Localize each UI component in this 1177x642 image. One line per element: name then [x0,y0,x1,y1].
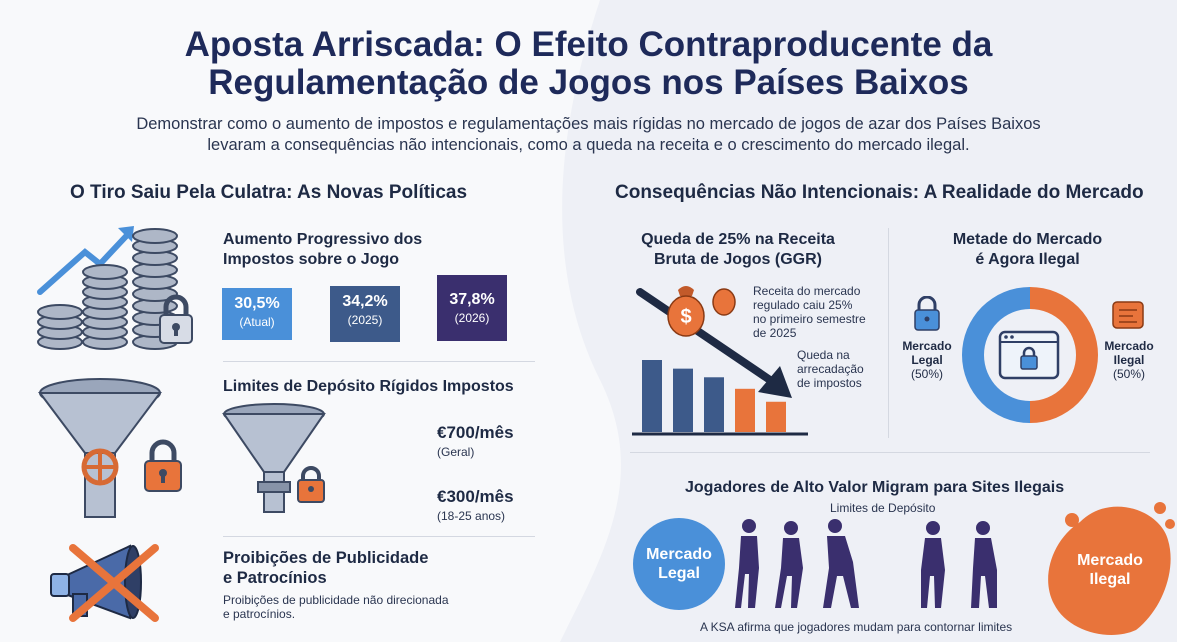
market-title: Metade do Mercado é Agora Ilegal [915,230,1140,270]
limit-general-value: €700/mês [437,423,514,442]
illegal-label-line-1: Mercado [1104,339,1154,353]
decline-arrow-shaft [636,288,774,384]
revenue-bar-3 [704,377,724,432]
funnel-lock-icon [222,403,326,513]
ads-desc-line-2: e patrocínios. [223,607,296,621]
limit-general: €700/mês (Geral) [437,423,514,459]
limit-youth-label: (18-25 anos) [437,509,506,523]
tax-value-current: 30,5% [234,295,280,312]
coins-growth-icon [37,226,193,350]
migration-limits-label: Limites de Depósito [830,501,936,515]
market-title-line-1: Metade do Mercado [952,231,1103,248]
migration-title: Jogadores de Alto Valor Migram para Site… [685,479,1065,496]
migration-footnote: A KSA afirma que jogadores mudam para co… [700,620,1013,634]
right-divider [630,452,1150,453]
legal-pct: (50%) [910,367,943,381]
limit-general-label: (Geral) [437,445,475,459]
revenue-bar-2 [673,368,693,432]
tax-value-2025: 34,2% [342,293,388,310]
megaphone-ban-icon [50,544,159,622]
migration-illegal-line-1: Mercado [1077,552,1143,569]
revenue-bar-1 [642,360,662,432]
right-section-heading: Consequências Não Intencionais: A Realid… [615,182,1144,203]
walking-people-icon [735,519,997,608]
browser-lock-icon [1020,346,1038,370]
left-divider-1 [223,361,535,362]
revenue-note: Receita do mercado regulado caiu 25% no … [753,284,866,340]
browser-window-icon [998,330,1060,380]
tax-label-2025: (2025) [347,313,383,327]
revenue-arrow-note: Queda na arrecadação de impostos [797,348,864,390]
revenue-note-line-1: Receita do mercado [753,284,861,298]
donut-slice-legal [962,287,1030,423]
ads-desc-line-1: Proibições de publicidade não direcionad… [223,593,449,607]
migration-legal-line-2: Legal [658,565,700,582]
illegal-label-line-2: Ilegal [1113,353,1145,367]
revenue-bar-chart: $ [632,286,808,436]
revenue-note-line-2: regulado caiu 25% [753,298,853,312]
illegal-pct: (50%) [1112,367,1145,381]
arrow-note-line-3: de impostos [797,376,862,390]
revenue-note-line-3: no primeiro semestre [753,312,866,326]
arrow-note-line-1: Queda na [797,348,850,362]
revenue-title-line-2: Bruta de Jogos (GGR) [653,251,822,268]
revenue-note-line-4: de 2025 [753,326,797,340]
left-divider-2 [223,536,535,537]
tax-label-2026: (2026) [454,311,490,325]
money-bag-icon: $ [667,286,705,337]
revenue-bar-5 [766,401,786,432]
legal-label-line-2: Legal [911,353,943,367]
subtitle-line-1: Demonstrar como o aumento de impostos e … [136,115,1041,133]
funnel-valve-icon [38,378,182,518]
market-donut-chart [962,287,1098,423]
tax-box-current: 30,5% (Atual) [222,288,292,340]
legal-market-label: Mercado Legal (50%) [893,339,961,381]
limit-youth-value: €300/mês [437,487,514,506]
arrow-note-line-2: arrecadação [797,362,864,376]
page-subtitle: Demonstrar como o aumento de impostos e … [40,114,1137,156]
limits-title: Limites de Depósito Rígidos Impostos [223,378,514,395]
migration-legal-line-1: Mercado [646,546,712,563]
tax-box-2025: 34,2% (2025) [330,286,400,342]
tax-value-2026: 37,8% [449,291,495,308]
svg-text:$: $ [680,306,691,328]
page-title: Aposta Arriscada: O Efeito Contraproduce… [0,26,1177,102]
revenue-bar-4 [735,388,755,432]
subtitle-line-2: levaram a consequências não intencionais… [207,136,970,154]
limit-youth: €300/mês (18-25 anos) [437,487,514,523]
illegal-market-label: Mercado Ilegal (50%) [1095,339,1163,381]
title-line-1: Aposta Arriscada: O Efeito Contraproduce… [184,25,993,64]
ads-description: Proibições de publicidade não direcionad… [223,593,449,621]
taxes-title-line-1: Aumento Progressivo dos [223,231,423,248]
taxes-title-line-2: Impostos sobre o Jogo [223,251,400,268]
market-title-line-2: é Agora Ilegal [975,251,1080,268]
ads-title-line-1: Proibições de Publicidade [223,549,429,567]
taxes-title: Aumento Progressivo dos Impostos sobre o… [223,230,422,270]
illegal-broken-lock-icon [1112,301,1144,329]
left-section-heading: O Tiro Saiu Pela Culatra: As Novas Polít… [70,182,468,203]
migration-illegal-line-2: Ilegal [1089,571,1131,588]
legal-lock-icon [914,296,940,331]
tax-box-2026: 37,8% (2026) [437,275,507,341]
donut-slice-illegal [1030,287,1098,423]
title-line-2: Regulamentação de Jogos nos Países Baixo… [208,63,969,102]
tax-label-current: (Atual) [239,315,275,329]
revenue-title: Queda de 25% na Receita Bruta de Jogos (… [633,230,843,270]
legal-label-line-1: Mercado [902,339,952,353]
decline-arrow-head [758,366,792,398]
illegal-market-circle-label: Mercado Ilegal [1060,535,1160,605]
illegal-market-splash [1048,502,1175,635]
legal-market-circle: Mercado Legal [633,518,725,610]
ads-title-line-2: e Patrocínios [223,569,327,587]
ads-title: Proibições de Publicidade e Patrocínios [223,548,428,588]
money-bag-icon-2 [712,288,736,316]
right-vdivider [888,228,889,438]
revenue-title-line-1: Queda de 25% na Receita [641,231,835,248]
